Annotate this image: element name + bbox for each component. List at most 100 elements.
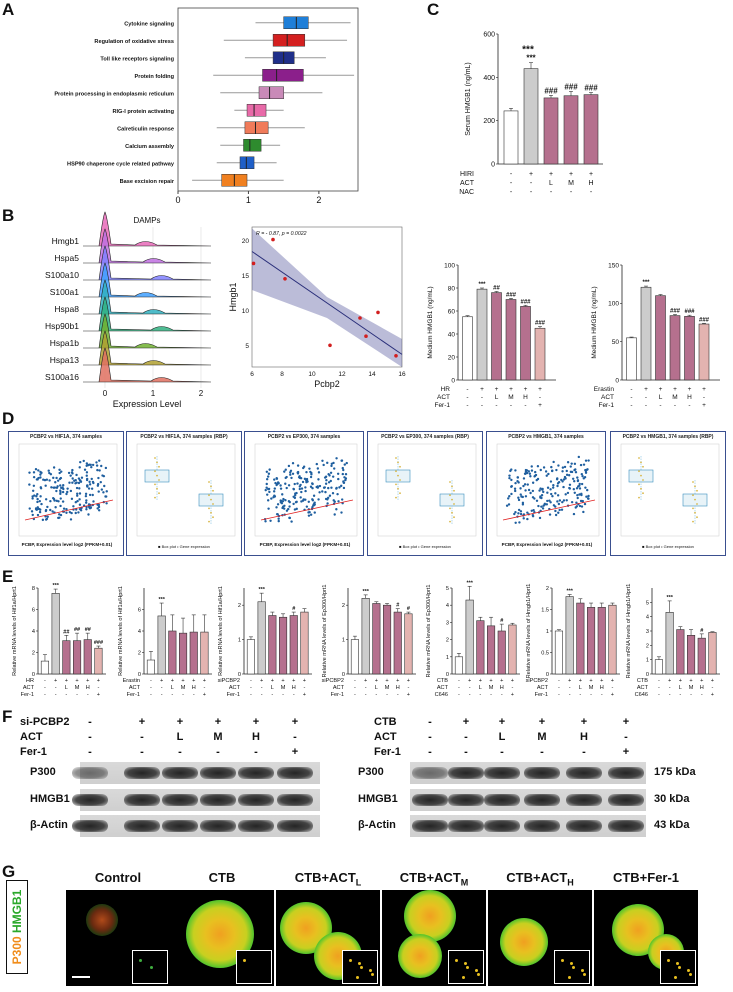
thumb-dot — [692, 520, 694, 523]
thumb-point — [268, 468, 271, 471]
thumb-point — [32, 471, 36, 474]
y-tick-label: 6 — [138, 607, 141, 613]
condition-value: - — [354, 692, 356, 698]
thumb-dot — [208, 507, 210, 510]
blot-band — [524, 794, 560, 806]
thumb-point — [266, 499, 270, 502]
thumb-point — [300, 500, 303, 503]
condition-value: - — [150, 678, 152, 684]
thumb-point — [293, 508, 297, 511]
significance-mark: *** — [666, 595, 673, 601]
blot-condition-value: - — [88, 731, 92, 743]
condition-value: - — [558, 692, 560, 698]
condition-value: + — [181, 678, 184, 684]
thumb-dot — [210, 485, 212, 488]
thumb-point — [318, 484, 322, 488]
condition-base: CTB+Fer-1 — [612, 870, 680, 885]
thumb-point — [518, 521, 521, 524]
condition-value: + — [702, 402, 706, 409]
thumb-point — [549, 501, 552, 504]
condition-value: - — [375, 692, 377, 698]
condition-label: NAC — [459, 189, 474, 196]
condition-value: - — [261, 692, 263, 698]
thumb-point — [300, 490, 303, 494]
thumb-regression — [502, 499, 596, 521]
thumb-point — [570, 500, 574, 504]
blot-condition-value: - — [178, 746, 182, 758]
thumb-point — [59, 492, 62, 496]
blot-band — [412, 767, 448, 779]
thumb-point — [556, 477, 559, 480]
y-tick-label: 1 — [238, 638, 241, 644]
thumb-dot — [212, 489, 214, 492]
thumb-point — [265, 486, 268, 489]
correlation-thumbnail: PCBP2 vs HIF1A, 374 samples (RBP) ■ Box p… — [126, 431, 242, 556]
thumb-point — [571, 477, 575, 480]
thumb-point — [580, 493, 583, 497]
thumb-point — [309, 485, 313, 488]
thumb-point — [552, 504, 556, 507]
thumb-dot — [696, 516, 698, 519]
thumb-point — [514, 521, 517, 525]
thumb-point — [281, 505, 285, 508]
blot-condition-value: + — [498, 716, 506, 728]
thumb-point — [61, 500, 65, 503]
condition-value: + — [303, 678, 306, 684]
thumb-dot — [638, 457, 640, 459]
thumb-point — [279, 499, 282, 502]
ridge-gene-label: Hspa13 — [50, 355, 80, 365]
condition-label: ACT — [437, 685, 449, 691]
condition-value: - — [479, 692, 481, 698]
thumb-point — [565, 499, 568, 502]
thumb-point — [517, 512, 520, 515]
blot-band — [162, 767, 198, 779]
condition-value: + — [511, 678, 514, 684]
blot-band — [72, 794, 108, 806]
thumb-point — [272, 495, 275, 499]
thumb-point — [296, 464, 300, 467]
thumb-point — [59, 504, 62, 508]
condition-value: - — [44, 678, 46, 684]
blot-band — [524, 820, 560, 832]
condition-value: - — [658, 685, 660, 691]
bar — [94, 647, 103, 675]
mrna-bar-chart: 0 0.5 1 1.5 2 Relative mRNA levels of Hmgb1/H… — [526, 584, 620, 698]
microscopy-inset — [132, 950, 168, 984]
thumb-frame — [136, 443, 236, 537]
condition-value: - — [579, 692, 581, 698]
condition-value: + — [711, 678, 714, 684]
condition-value: - — [386, 692, 388, 698]
thumb-point — [84, 501, 88, 504]
thumb-point — [343, 476, 346, 479]
condition-base: CTB+ACT — [294, 870, 356, 885]
ridge-gene-label: Hmgb1 — [52, 236, 80, 246]
y-tick-label: 0 — [32, 672, 35, 678]
condition-value: - — [512, 685, 514, 691]
thumb-point — [90, 477, 93, 481]
blot-condition-value: L — [176, 731, 184, 743]
y-tick-label: 1 — [342, 638, 345, 644]
thumb-point — [303, 477, 307, 481]
condition-value: - — [674, 402, 676, 409]
thumb-point — [45, 478, 49, 481]
thumb-point — [326, 502, 329, 505]
thumb-point — [78, 487, 81, 490]
condition-value: + — [509, 386, 513, 393]
thumb-point — [283, 470, 286, 473]
thumb-point — [265, 482, 268, 486]
y-tick-label: 0.5 — [541, 650, 549, 656]
significance-mark: ### — [520, 299, 531, 305]
significance-mark: *** — [566, 588, 573, 594]
thumb-point — [59, 476, 63, 480]
condition-value: + — [396, 678, 399, 684]
correlation-thumbnail: PCBP2 vs HMGB1, 374 samples (RBP) ■ Box p… — [610, 431, 726, 556]
thumb-point — [531, 489, 535, 493]
thumb-point — [287, 484, 291, 487]
thumb-point — [90, 487, 94, 490]
y-tick-label: 1.5 — [541, 607, 549, 613]
box-body — [246, 104, 267, 117]
condition-value: + — [375, 678, 378, 684]
thumb-point — [561, 470, 564, 473]
cell-fluorescence — [86, 904, 118, 936]
thumb-point — [580, 472, 584, 476]
